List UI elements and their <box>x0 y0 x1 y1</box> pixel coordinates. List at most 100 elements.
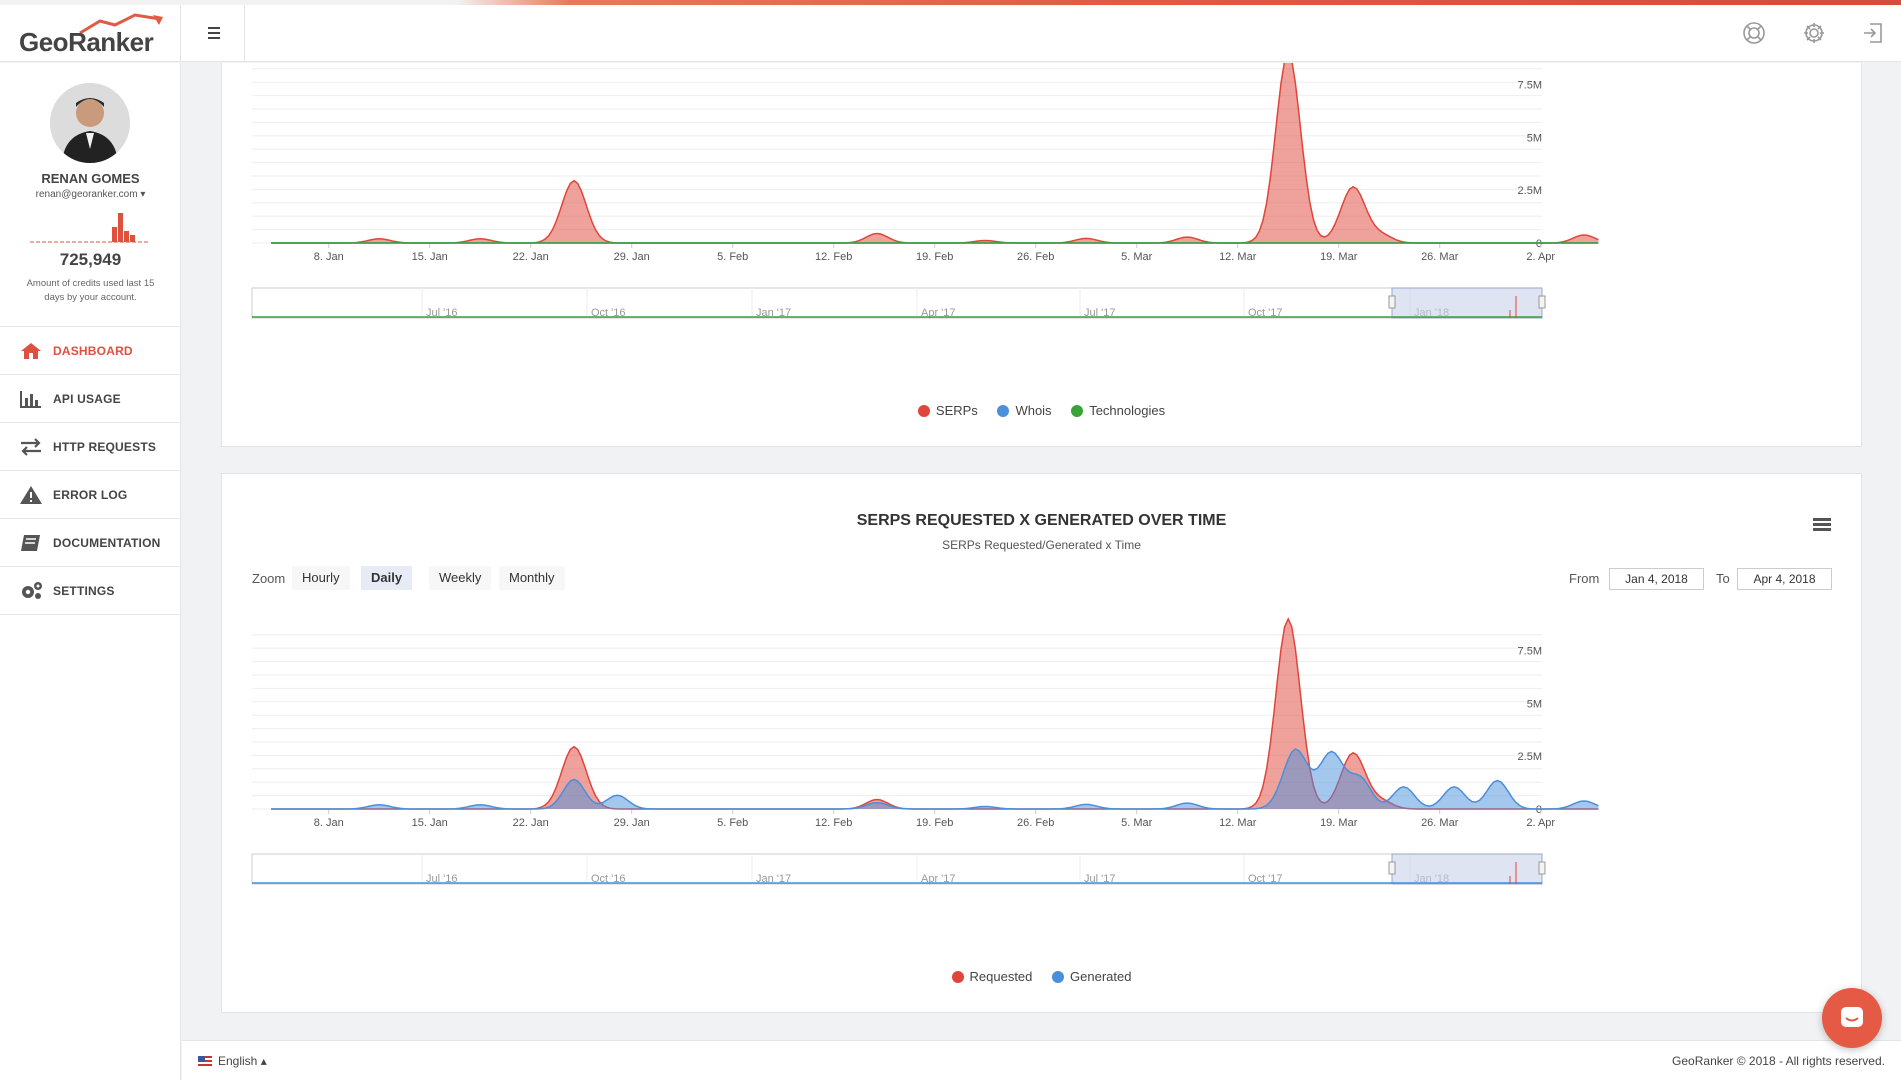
navigator-handle-right[interactable] <box>1538 861 1546 875</box>
api-usage-chart[interactable]: 0 2.5M 5M 7.5M 8. Jan 15. Jan 22. Jan 29. Jan 5.… <box>222 63 1863 403</box>
zoom-monthly-button[interactable]: Monthly <box>499 566 565 590</box>
zoom-daily-button[interactable]: Daily <box>361 566 413 590</box>
serps-requested-generated-card: SERPS REQUESTED X GENERATED OVER TIME SE… <box>221 473 1862 1013</box>
y-tick-label: 7.5M <box>1518 80 1542 92</box>
navigator-handle-right[interactable] <box>1538 295 1546 309</box>
sidebar-item-label: API USAGE <box>53 392 121 406</box>
sidebar-item-api-usage[interactable]: API USAGE <box>0 375 180 423</box>
chart-legend: SERPs Whois Technologies <box>222 403 1861 420</box>
legend-label: Technologies <box>1089 403 1166 418</box>
x-tick-label: 26. Mar <box>1421 251 1459 263</box>
logout-icon[interactable] <box>1860 20 1886 46</box>
x-tick-label: 12. Feb <box>815 817 852 829</box>
logo[interactable]: GeoRanker <box>0 5 181 62</box>
top-accent-bar <box>0 0 1901 5</box>
caret-down-icon: ▾ <box>140 189 146 200</box>
zoom-label: Zoom <box>252 571 286 586</box>
x-tick-label: 26. Feb <box>1017 251 1054 263</box>
sidebar-item-dashboard[interactable]: DASHBOARD <box>0 327 180 375</box>
sidebar-item-http-requests[interactable]: HTTP REQUESTS <box>0 423 180 471</box>
from-date-input[interactable]: Jan 4, 2018 <box>1609 568 1704 590</box>
x-tick-label: 5. Mar <box>1121 251 1153 263</box>
lifebuoy-icon[interactable] <box>1741 20 1767 46</box>
us-flag-icon <box>198 1056 212 1066</box>
navigator-tick-label: Apr '17 <box>921 307 956 319</box>
user-email-dropdown[interactable]: renan@georanker.com ▾ <box>0 189 181 200</box>
navigator-handle-left[interactable] <box>1388 861 1396 875</box>
chat-icon <box>1841 1007 1863 1027</box>
y-tick-label: 0 <box>1536 804 1542 816</box>
x-tick-label: 19. Mar <box>1320 817 1358 829</box>
sidebar-item-error-log[interactable]: ERROR LOG <box>0 471 180 519</box>
sidebar-item-label: SETTINGS <box>53 584 115 598</box>
chat-launcher-button[interactable] <box>1822 988 1882 1048</box>
chart-menu-icon[interactable] <box>1813 518 1831 532</box>
book-icon <box>21 535 40 551</box>
menu-toggle-button[interactable] <box>182 5 245 62</box>
api-usage-chart-card: 0 2.5M 5M 7.5M 8. Jan 15. Jan 22. Jan 29. Jan 5.… <box>221 63 1862 447</box>
y-tick-label: 2.5M <box>1518 185 1542 197</box>
legend-item-requested[interactable]: Requested <box>951 969 1033 984</box>
gears-icon <box>22 582 42 599</box>
zoom-hourly-button[interactable]: Hourly <box>292 566 350 590</box>
series-area-requested <box>271 619 1599 809</box>
legend-item-whois[interactable]: Whois <box>997 403 1052 418</box>
legend-dot <box>917 404 930 417</box>
copyright: GeoRanker © 2018 - All rights reserved. <box>1672 1054 1885 1068</box>
avatar[interactable] <box>50 83 130 163</box>
language-selector[interactable]: English ▴ <box>198 1054 267 1068</box>
navigator-tick-label: Oct '16 <box>591 873 626 885</box>
legend-label: Generated <box>1070 969 1132 984</box>
sidebar-item-label: DASHBOARD <box>53 344 133 358</box>
home-icon <box>21 343 41 359</box>
legend-item-serps[interactable]: SERPs <box>917 403 978 418</box>
navigator-tick-label: Oct '17 <box>1248 873 1283 885</box>
chart-title: SERPS REQUESTED X GENERATED OVER TIME <box>856 512 1227 529</box>
user-name: RENAN GOMES <box>41 171 140 186</box>
serps-requested-generated-chart[interactable]: 0 2.5M 5M 7.5M 8. Jan 15. Jan 22. Jan 29. Jan 5.… <box>222 609 1863 969</box>
to-date-input[interactable]: Apr 4, 2018 <box>1737 568 1832 590</box>
series-line-requested <box>271 617 1599 810</box>
x-tick-label: 2. Apr <box>1526 817 1555 829</box>
x-tick-label: 12. Mar <box>1219 251 1257 263</box>
x-tick-label: 15. Jan <box>412 251 448 263</box>
legend-label: Whois <box>1015 403 1052 418</box>
sidebar-item-settings[interactable]: SETTINGS <box>0 567 180 615</box>
warning-icon <box>20 486 42 504</box>
navigator-tick-label: Oct '16 <box>591 307 626 319</box>
sidebar-item-label: ERROR LOG <box>53 488 128 502</box>
legend-item-technologies[interactable]: Technologies <box>1071 403 1165 418</box>
gear-icon[interactable] <box>1801 20 1827 46</box>
legend-item-generated[interactable]: Generated <box>1052 969 1131 984</box>
x-tick-label: 5. Feb <box>717 817 748 829</box>
credits-sparkline <box>30 213 150 243</box>
from-label: From <box>1569 571 1600 586</box>
navigator-tick-label: Apr '17 <box>921 873 956 885</box>
navigator-handle-left[interactable] <box>1388 295 1396 309</box>
credits-description: Amount of credits used last 15 days by y… <box>26 278 155 303</box>
navigator-selection[interactable] <box>1391 853 1543 885</box>
x-tick-label: 22. Jan <box>513 251 549 263</box>
logo-swoosh-icon <box>79 13 163 35</box>
y-tick-label: 2.5M <box>1518 751 1542 763</box>
zoom-weekly-button[interactable]: Weekly <box>429 566 492 590</box>
range-navigator[interactable]: Jul '16 Oct '16 Jan '17 Apr '17 Jul '17 Oct '… <box>251 287 1546 319</box>
x-tick-label: 26. Feb <box>1017 817 1054 829</box>
sidebar-item-label: HTTP REQUESTS <box>53 440 157 454</box>
range-navigator[interactable]: Jul '16 Oct '16 Jan '17 Apr '17 Jul '17 Oct '… <box>251 853 1546 885</box>
y-tick-label: 7.5M <box>1518 646 1542 658</box>
x-tick-label: 29. Jan <box>614 251 650 263</box>
x-tick-label: 19. Feb <box>916 251 953 263</box>
legend-dot <box>951 970 964 983</box>
navigator-tick-label: Jul '16 <box>426 307 457 319</box>
y-tick-label: 0 <box>1536 238 1542 250</box>
legend-label: Requested <box>969 969 1033 984</box>
chart-subtitle: SERPs Requested/Generated x Time <box>942 538 1141 552</box>
navigator-tick-label: Jan '17 <box>756 307 791 319</box>
x-tick-label: 12. Mar <box>1219 817 1257 829</box>
x-tick-label: 29. Jan <box>614 817 650 829</box>
sidebar-nav: DASHBOARD API USAGE HTTP REQUESTS ERROR … <box>0 326 180 615</box>
navigator-selection[interactable] <box>1391 287 1543 319</box>
sidebar-item-documentation[interactable]: DOCUMENTATION <box>0 519 180 567</box>
x-tick-label: 19. Feb <box>916 817 953 829</box>
